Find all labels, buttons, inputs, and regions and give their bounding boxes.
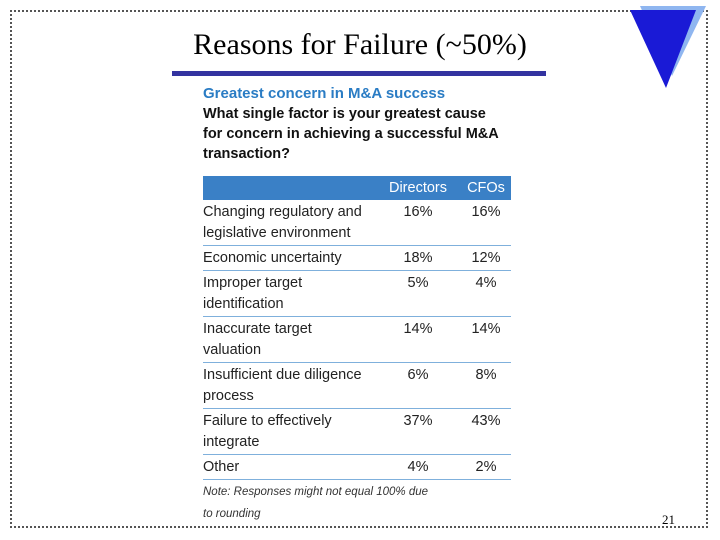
slide-border <box>10 10 708 528</box>
cell-value: 16% <box>403 204 433 220</box>
question-line: What single factor is your greatest caus… <box>203 106 486 122</box>
cell-value: 14% <box>471 321 501 337</box>
table-row: Economic uncertainty 18% 12% <box>203 246 511 271</box>
title-underline <box>172 71 546 76</box>
table-row: Failure to effectively integrate 37% 43% <box>203 409 511 455</box>
cell-value: 4% <box>475 275 497 291</box>
header-row: Directors CFOs <box>203 176 511 200</box>
column-header: Directors <box>388 180 447 196</box>
table-row: Changing regulatory and legislative envir… <box>203 200 511 246</box>
question-line: for concern in achieving a successful M&… <box>203 126 499 142</box>
cell-value: 5% <box>407 275 429 291</box>
row-label: Changing regulatory and legislative envir… <box>203 202 511 244</box>
table-row: Other 4% 2% <box>203 455 511 480</box>
cell-value: 16% <box>471 204 501 220</box>
table-body: Changing regulatory and legislative envir… <box>203 200 511 480</box>
cell-value: 12% <box>471 250 501 266</box>
label-line: Changing regulatory and <box>203 204 362 220</box>
page-number: 21 <box>662 512 675 527</box>
label-line: Improper target <box>203 275 303 291</box>
table-heading: Greatest concern in M&A success <box>203 85 446 102</box>
slide-title: Reasons for Failure (~50%) <box>193 28 527 61</box>
row-label: Economic uncertainty <box>203 248 511 269</box>
cell-value: 6% <box>407 367 429 383</box>
label-line: identification <box>203 296 284 312</box>
row-label: Improper target identification <box>203 273 511 315</box>
cell-value: 43% <box>471 413 501 429</box>
question-line: transaction? <box>203 146 291 162</box>
row-label: Inaccurate target valuation <box>203 319 511 361</box>
label-line: Failure to effectively <box>203 413 332 429</box>
note-line: to rounding <box>203 508 261 520</box>
logo-triangle <box>630 6 706 88</box>
cell-value: 37% <box>403 413 433 429</box>
label-line: integrate <box>203 434 260 450</box>
table-row: Improper target identification 5% 4% <box>203 271 511 317</box>
note-line: Note: Responses might not equal 100% due <box>203 486 429 498</box>
survey-table: Greatest concern in M&A success What sin… <box>203 84 511 524</box>
question: What single factor is your greatest caus… <box>203 104 511 164</box>
table-row: Insufficient due diligence process 6% 8% <box>203 363 511 409</box>
label-line: legislative environment <box>203 225 351 241</box>
label-line: Insufficient due diligence <box>203 367 362 383</box>
cell-value: 4% <box>407 459 429 475</box>
note: Note: Responses might not equal 100% due… <box>203 483 511 524</box>
row-label: Insufficient due diligence process <box>203 365 511 407</box>
label-line: valuation <box>203 342 262 358</box>
label-line: Economic uncertainty <box>203 250 342 266</box>
column-header: CFOs <box>467 180 505 196</box>
cell-value: 18% <box>403 250 433 266</box>
cell-value: 8% <box>475 367 497 383</box>
cell-value: 14% <box>403 321 433 337</box>
cell-value: 2% <box>475 459 497 475</box>
label-line: process <box>203 388 254 404</box>
table-row: Inaccurate target valuation 14% 14% <box>203 317 511 363</box>
row-label: Failure to effectively integrate <box>203 411 511 453</box>
row-label: Other <box>203 457 511 478</box>
label-line: Other <box>203 459 240 475</box>
label-line: Inaccurate target <box>203 321 312 337</box>
